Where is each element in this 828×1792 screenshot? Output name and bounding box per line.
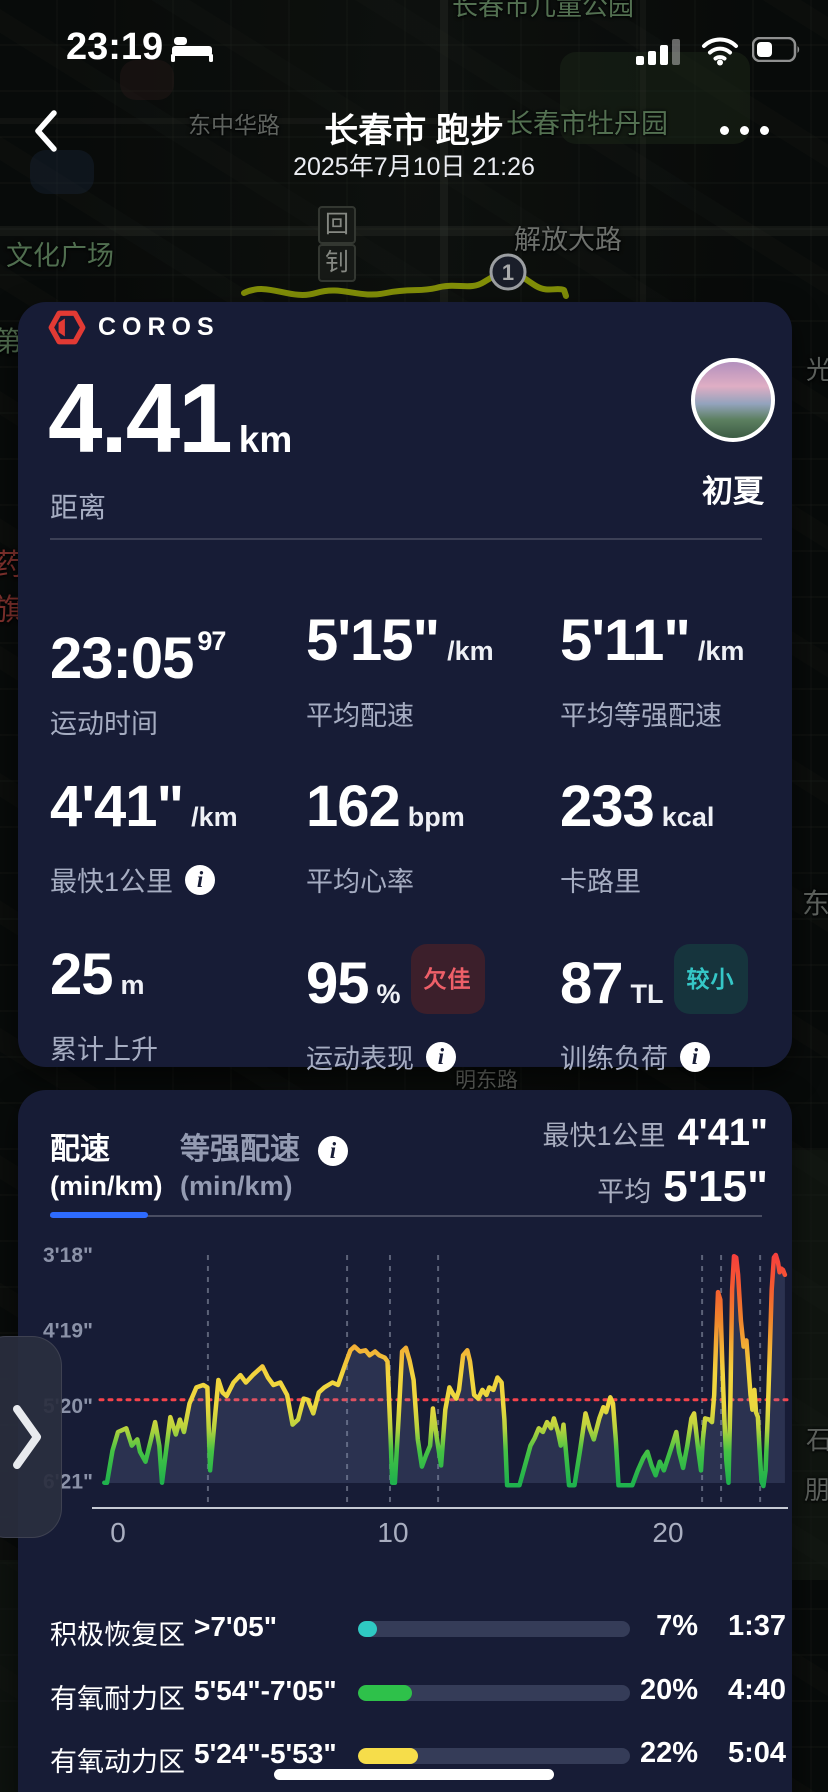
stat-avg-adjusted-pace: 5'11"/km 平均等强配速 — [560, 608, 745, 732]
map-label-park-top: 长春市儿童公园 — [452, 0, 635, 21]
info-icon[interactable]: i — [680, 1041, 710, 1072]
map-sign: 钊 — [318, 244, 356, 282]
zone-row-aerobic-power: 有氧动力区 5'24"-5'53" 22% 5:04 — [50, 1737, 786, 1777]
svg-text:0: 0 — [110, 1517, 126, 1548]
stat-avg-pace: 5'15"/km 平均配速 — [306, 608, 494, 732]
stat-performance: 95% 欠佳 运动表现 i — [306, 944, 558, 1076]
tab-adjusted-pace[interactable]: 等强配速 (min/km) — [180, 1133, 300, 1201]
map-label-edge: 朋 — [804, 1475, 828, 1505]
map-road — [440, 0, 448, 302]
map-label-edge: 石 — [806, 1425, 828, 1455]
map-park-blob — [560, 52, 750, 144]
wifi-icon — [702, 37, 738, 66]
map-building-blob — [30, 150, 94, 194]
stat-fastest-km: 4'41"/km 最快1公里 i — [50, 774, 238, 898]
status-time: 23:19 — [66, 26, 164, 68]
battery-icon — [752, 37, 800, 62]
map-sign: 回 — [318, 206, 356, 244]
info-icon[interactable]: i — [426, 1041, 456, 1072]
stat-avg-heart-rate: 162 bpm 平均心率 — [306, 774, 465, 898]
sleep-focus-bed-icon — [171, 37, 213, 62]
km-marker-number: 1 — [502, 260, 514, 285]
page-title: 长春市 跑步 — [324, 112, 504, 150]
map-building-blob — [120, 60, 174, 100]
map-label-square: 文化广场 — [6, 241, 114, 271]
svg-text:10: 10 — [377, 1517, 408, 1548]
tab-divider — [50, 1215, 762, 1217]
stat-training-load: 87 TL 较小 训练负荷 i — [560, 944, 812, 1076]
info-icon[interactable]: i — [185, 864, 216, 895]
distance-label: 距离 — [50, 492, 107, 523]
map-label-edge: 光 — [806, 355, 828, 385]
divider — [50, 538, 762, 540]
chevron-right-icon — [13, 1405, 41, 1469]
back-button[interactable] — [28, 106, 64, 156]
map-label-road1: 东中华路 — [188, 112, 280, 138]
coros-brand-text: COROS — [98, 312, 220, 341]
svg-text:3'18": 3'18" — [43, 1244, 93, 1267]
pace-chart[interactable]: 3'18"4'19"5'20"6'21"0 10 20 — [40, 1230, 800, 1560]
status-badge: 欠佳 — [410, 944, 485, 1014]
map-label-edge: 东 — [802, 888, 828, 919]
info-icon[interactable]: i — [318, 1136, 348, 1166]
stat-moving-time: 23:05 97 运动时间 — [50, 626, 226, 739]
distance-value: 4.41 km — [48, 363, 293, 473]
cellular-signal-icon — [636, 39, 680, 65]
avg-pace-readout: 平均 5'15" — [597, 1162, 768, 1211]
map-label-edge: 第 — [0, 326, 23, 357]
summary-card: COROS 4.41 km 距离 初夏 23:05 97 运动时间 5'15"/km… — [18, 302, 792, 1074]
map-label-road2: 解放大路 — [514, 225, 622, 255]
coros-brand: COROS — [48, 308, 220, 346]
pace-card: 配速 (min/km) 等强配速 (min/km) i 最快1公里 4'41" 平… — [18, 1090, 792, 1792]
map-road — [0, 118, 520, 124]
zone-row-recovery: 积极恢复区 >7'05" 7% 1:37 — [50, 1610, 786, 1650]
active-tab-underline — [50, 1212, 148, 1218]
stat-calories: 233 kcal 卡路里 — [560, 774, 715, 898]
stat-elevation-gain: 25 m 累计上升 — [50, 942, 158, 1066]
activity-datetime: 2025年7月10日 21:26 — [293, 153, 535, 181]
status-badge: 较小 — [673, 944, 748, 1014]
centiseconds: 97 — [197, 626, 226, 656]
zone-bar — [358, 1748, 630, 1764]
map-road — [640, 0, 646, 302]
svg-text:20: 20 — [652, 1517, 683, 1548]
zone-row-aerobic-endurance: 有氧耐力区 5'54"-7'05" 20% 4:40 — [50, 1674, 786, 1714]
km-marker-circle — [489, 253, 527, 291]
map-label-park-right: 长春市牡丹园 — [506, 109, 668, 139]
zone-bar — [358, 1621, 630, 1637]
coros-logo-icon — [48, 310, 86, 345]
home-indicator[interactable] — [274, 1769, 554, 1780]
route-line: 1 — [241, 253, 569, 299]
map-road — [0, 226, 828, 236]
map-label-road3: 明东路 — [455, 1069, 518, 1092]
map-strip-blob — [0, 1560, 18, 1792]
svg-text:4'19": 4'19" — [43, 1320, 93, 1343]
user-name: 初夏 — [702, 474, 764, 509]
more-options-button[interactable] — [714, 118, 778, 142]
zone-bar — [358, 1685, 630, 1701]
map-strip-blob — [790, 1150, 828, 1580]
tab-pace[interactable]: 配速 (min/km) — [50, 1133, 163, 1201]
avatar[interactable] — [691, 358, 775, 442]
distance-unit: km — [238, 419, 293, 460]
side-drawer-handle[interactable] — [0, 1336, 62, 1538]
fastest-km-readout: 最快1公里 4'41" — [542, 1112, 769, 1154]
